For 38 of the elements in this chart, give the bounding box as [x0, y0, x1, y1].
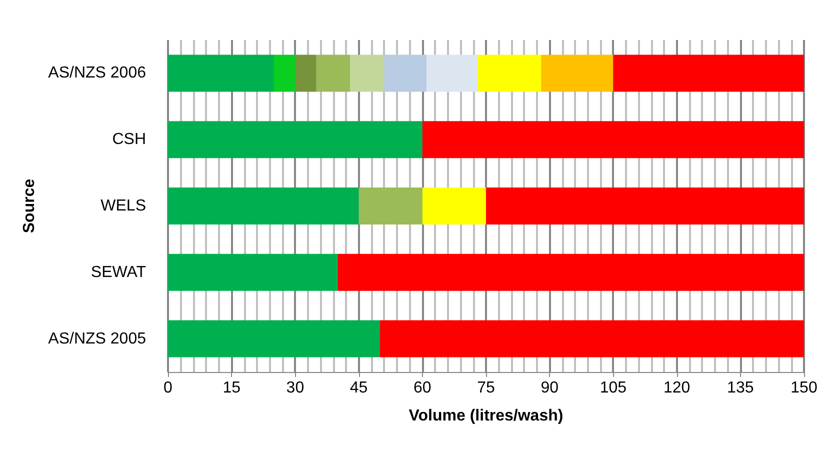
x-tick-label: 90 [540, 380, 559, 396]
y-tick-label: AS/NZS 2005 [48, 330, 146, 348]
x-tick-label: 75 [477, 380, 495, 396]
y-tick-label: SEWAT [90, 264, 146, 281]
bar [541, 54, 614, 92]
bar [168, 320, 380, 358]
x-axis-title: Volume (litres/wash) [408, 408, 564, 424]
bar [338, 254, 804, 291]
bar [168, 188, 359, 224]
y-tick-label: CSH [112, 131, 146, 148]
bar [478, 54, 542, 92]
x-tick-label: 135 [727, 380, 754, 396]
x-tick-label: 105 [600, 380, 627, 396]
bar [168, 254, 338, 291]
bar [384, 54, 427, 92]
bar [168, 54, 274, 92]
y-tick-label: WELS [100, 198, 146, 214]
x-tick-label: 150 [790, 380, 818, 396]
x-tick-label: 60 [414, 380, 432, 396]
x-tick-label: 120 [663, 380, 690, 396]
bar [295, 54, 316, 92]
bar [422, 188, 486, 224]
bar [486, 188, 804, 224]
bar [358, 188, 422, 224]
x-tick-label: 45 [350, 380, 368, 396]
bar [613, 54, 804, 92]
x-tick-label: 0 [164, 380, 173, 396]
y-tick-label: AS/NZS 2006 [48, 64, 146, 82]
bar [350, 54, 384, 92]
x-tick-label: 15 [222, 380, 241, 396]
bar [274, 54, 296, 92]
x-tick-label: 30 [286, 380, 304, 396]
y-axis-title: Source [20, 178, 38, 234]
bar [316, 54, 350, 92]
bar [168, 121, 422, 158]
bar [426, 54, 478, 92]
bar [422, 121, 804, 158]
bar [380, 320, 804, 358]
